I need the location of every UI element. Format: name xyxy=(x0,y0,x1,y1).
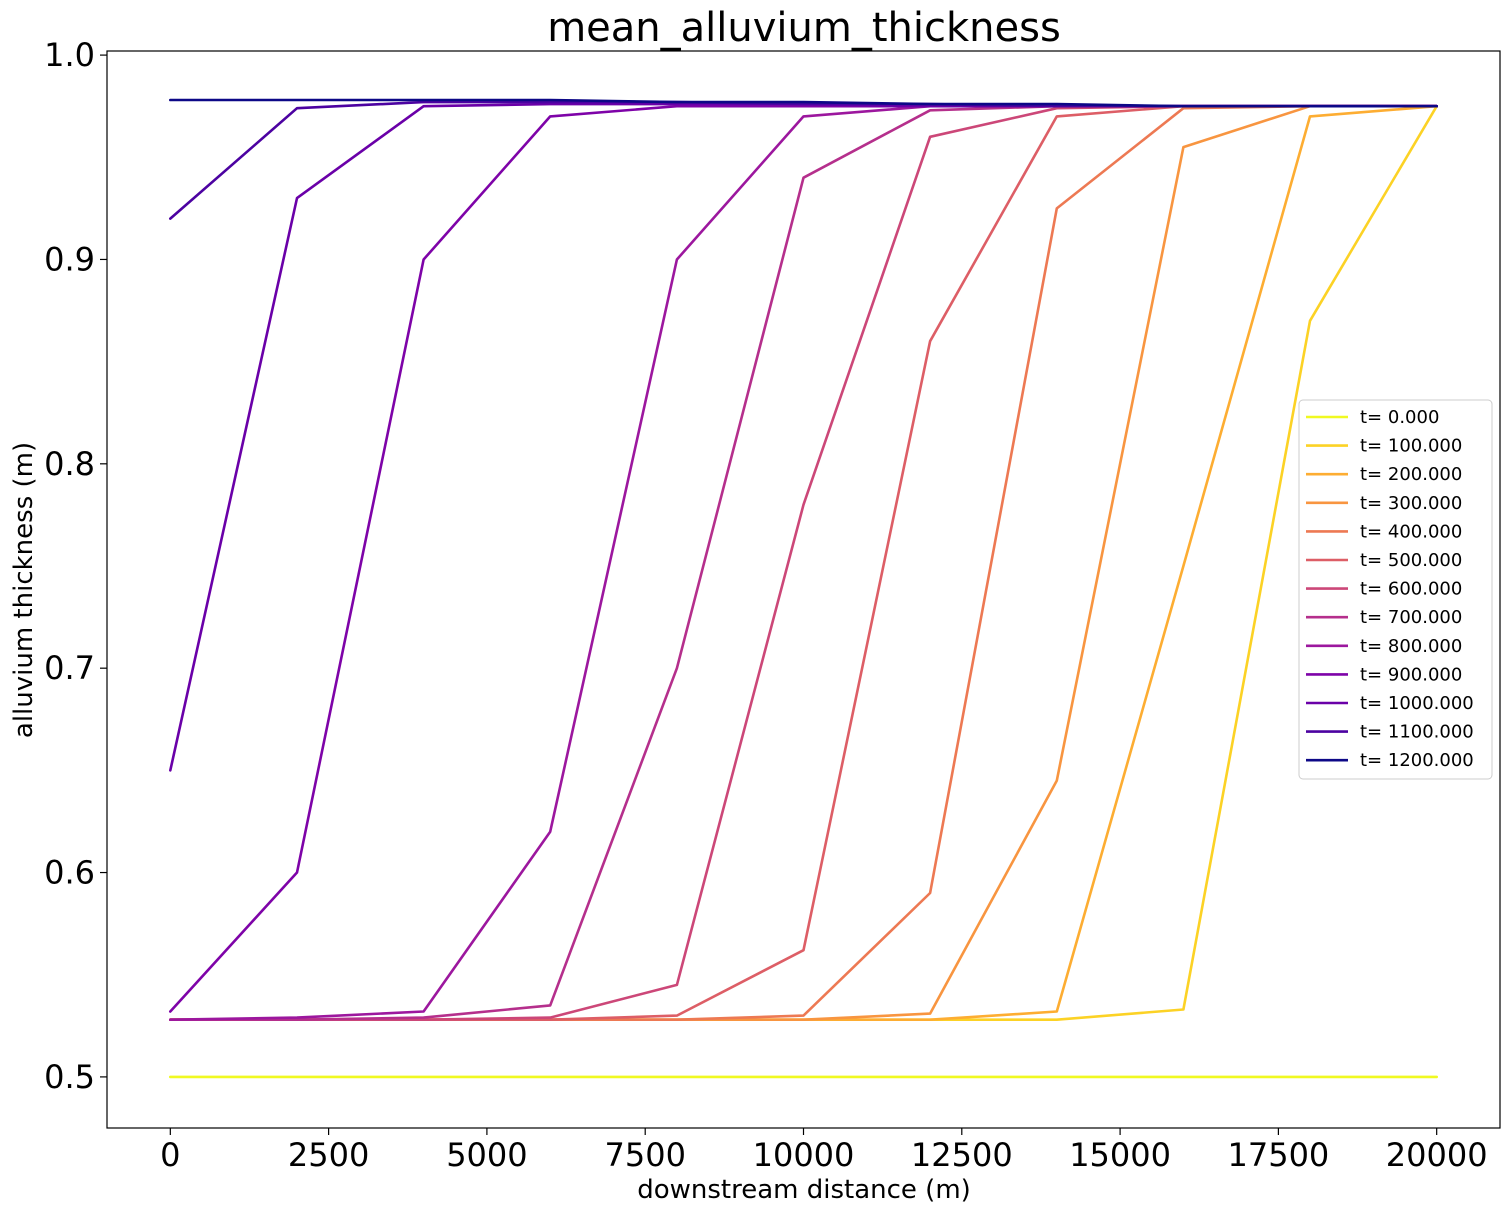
x-tick-label: 5000 xyxy=(446,1136,527,1174)
y-axis-label: alluvium thickness (m) xyxy=(9,442,39,738)
x-tick-label: 20000 xyxy=(1386,1136,1488,1174)
legend-entry: t= 1100.000 xyxy=(1360,722,1474,743)
legend-box xyxy=(1298,399,1493,780)
x-tick-label: 0 xyxy=(160,1136,180,1174)
legend-entry: t= 0.000 xyxy=(1360,407,1439,428)
legend-entry: t= 200.000 xyxy=(1360,464,1462,485)
series-lines xyxy=(169,98,1438,1079)
y-tick-label: 0.9 xyxy=(44,240,95,278)
x-axis-label: downstream distance (m) xyxy=(637,1175,971,1205)
x-axis: 0 2500 5000 7500 10000 12500 15000 17500 20000 xyxy=(160,1128,1488,1174)
legend-entry: t= 400.000 xyxy=(1360,521,1462,542)
legend-entry: t= 800.000 xyxy=(1360,636,1462,657)
plot-area xyxy=(106,50,1501,1129)
y-tick-label: 0.5 xyxy=(44,1058,95,1096)
legend-entry: t= 100.000 xyxy=(1360,436,1462,457)
legend-entry: t= 500.000 xyxy=(1360,550,1462,571)
y-tick-label: 0.8 xyxy=(44,445,95,483)
series-line xyxy=(169,104,1438,1013)
x-tick-label: 2500 xyxy=(288,1136,369,1174)
series-line xyxy=(169,98,1438,108)
chart-title: mean_alluvium_thickness xyxy=(547,5,1061,51)
legend-entry: t= 900.000 xyxy=(1360,664,1462,685)
y-tick-label: 0.6 xyxy=(44,854,95,892)
legend-entry: t= 700.000 xyxy=(1360,607,1462,628)
y-tick-label: 1.0 xyxy=(44,36,95,74)
x-tick-label: 12500 xyxy=(911,1136,1013,1174)
legend-entry: t= 1000.000 xyxy=(1360,693,1474,714)
legend-entry: t= 300.000 xyxy=(1360,493,1462,514)
legend-entry: t= 600.000 xyxy=(1360,579,1462,600)
legend-entry: t= 1200.000 xyxy=(1360,750,1474,771)
x-tick-label: 17500 xyxy=(1227,1136,1329,1174)
legend: t= 0.000 t= 100.000 t= 200.000 t= 300.000 t=… xyxy=(1298,399,1493,780)
x-tick-label: 7500 xyxy=(604,1136,685,1174)
x-tick-label: 10000 xyxy=(753,1136,855,1174)
x-tick-label: 15000 xyxy=(1069,1136,1171,1174)
y-axis: 0.5 0.6 0.7 0.8 0.9 1.0 xyxy=(44,36,107,1096)
series-line xyxy=(169,100,1438,220)
y-tick-label: 0.7 xyxy=(44,649,95,687)
